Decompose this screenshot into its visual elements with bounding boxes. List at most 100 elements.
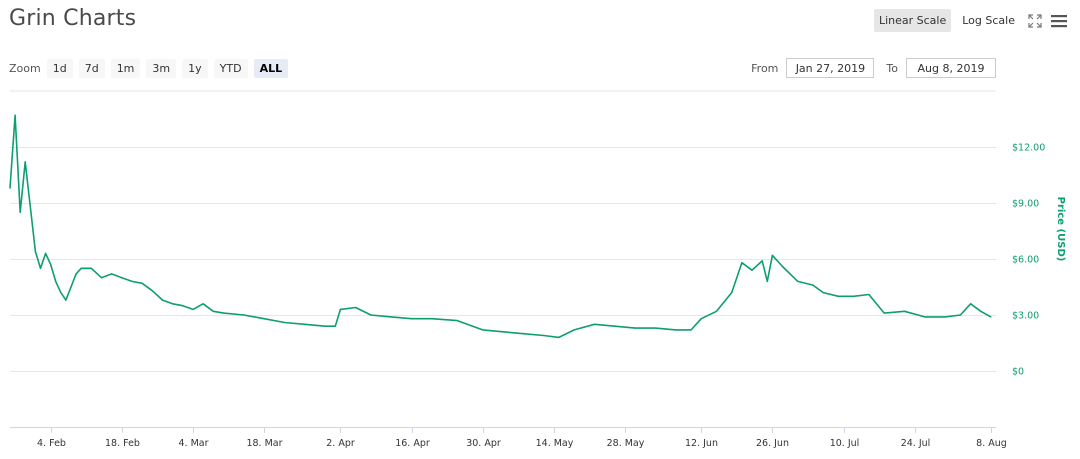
price-point <box>50 264 52 266</box>
price-point <box>24 161 26 163</box>
series-layer <box>9 114 992 339</box>
x-tick-label: 28. May <box>607 438 645 449</box>
price-point <box>45 252 47 254</box>
price-point <box>14 114 16 116</box>
x-tick-label: 12. Jun <box>685 438 718 449</box>
price-point <box>111 273 113 275</box>
price-point <box>172 303 174 305</box>
price-point <box>75 273 77 275</box>
x-tick-label: 10. Jul <box>830 438 860 449</box>
price-point <box>60 292 62 294</box>
y-tick-label: $0 <box>1012 367 1024 378</box>
x-tick-label: 24. Jul <box>901 438 931 449</box>
price-point <box>121 277 123 279</box>
price-point <box>151 290 153 292</box>
x-tick-label: 26. Jun <box>756 438 789 449</box>
price-point <box>34 250 37 253</box>
x-tick-label: 18. Feb <box>105 438 140 449</box>
x-tick-label: 4. Mar <box>178 438 208 449</box>
price-point <box>903 310 906 312</box>
price-point <box>202 303 204 305</box>
zoom-1y-button[interactable]: 1y <box>182 59 208 78</box>
price-point <box>980 310 982 312</box>
price-point <box>573 329 575 331</box>
price-point <box>822 292 824 294</box>
date-range-selector: From To <box>751 58 996 78</box>
price-point <box>771 254 774 256</box>
price-point <box>766 280 768 282</box>
zoom-all-button[interactable]: ALL <box>253 59 289 78</box>
chart-title: Grin Charts <box>9 6 137 31</box>
price-point <box>675 329 677 331</box>
price-point <box>390 316 392 318</box>
price-series-line <box>9 114 992 339</box>
price-point <box>482 329 484 331</box>
price-point <box>812 284 814 286</box>
price-point <box>182 305 184 307</box>
price-point <box>731 292 733 294</box>
linear-scale-button[interactable]: Linear Scale <box>873 9 952 32</box>
from-label: From <box>751 61 779 75</box>
price-point <box>19 211 21 213</box>
price-point <box>797 280 799 282</box>
zoom-1m-button[interactable]: 1m <box>110 59 141 78</box>
price-point <box>761 260 763 262</box>
price-point <box>959 314 962 316</box>
price-point <box>700 318 702 320</box>
price-point <box>39 267 42 269</box>
y-axis-label: Price (USD) <box>1055 197 1066 262</box>
menu-icon[interactable] <box>1050 12 1068 30</box>
price-point <box>502 331 504 333</box>
y-tick-label: $3.00 <box>1012 311 1039 322</box>
price-point <box>9 187 11 189</box>
zoom-1d-button[interactable]: 1d <box>46 59 73 78</box>
price-point <box>243 314 245 316</box>
price-point <box>324 325 326 327</box>
price-point <box>456 320 458 322</box>
zoom-toolbar: Zoom 1d 7d 1m 3m 1y YTD ALL <box>9 59 294 78</box>
y-axis: $0 $3.00 $6.00 $9.00 $12.00 <box>1012 143 1045 378</box>
price-point <box>634 327 636 329</box>
price-point <box>410 318 413 320</box>
price-point <box>944 316 946 318</box>
zoom-label: Zoom <box>9 62 41 75</box>
price-point <box>141 282 143 284</box>
price-point <box>924 316 926 318</box>
log-scale-button[interactable]: Log Scale <box>962 14 1015 27</box>
price-point <box>222 312 225 314</box>
price-point <box>654 327 657 329</box>
y-tick-label: $9.00 <box>1012 199 1039 210</box>
zoom-ytd-button[interactable]: YTD <box>213 59 248 78</box>
price-point <box>339 308 341 310</box>
price-point <box>263 318 265 320</box>
price-point <box>614 325 616 327</box>
price-point <box>593 323 596 325</box>
price-point <box>212 310 214 312</box>
price-point <box>558 336 560 338</box>
price-point <box>751 269 753 271</box>
price-point <box>304 323 306 325</box>
price-point <box>55 280 57 282</box>
zoom-7d-button[interactable]: 7d <box>78 59 105 78</box>
to-label: To <box>886 61 898 75</box>
price-point <box>990 316 992 318</box>
price-point <box>837 295 840 297</box>
price-point <box>355 306 357 309</box>
price-point <box>80 267 82 269</box>
fullscreen-icon[interactable] <box>1026 12 1044 30</box>
from-date-input[interactable] <box>786 58 875 78</box>
price-point <box>522 333 524 335</box>
x-axis: 4. Feb 18. Feb 4. Mar 18. Mar 2. Apr 16. Apr 3… <box>10 427 1007 449</box>
price-point <box>543 334 545 337</box>
price-point <box>431 318 433 320</box>
price-point <box>370 314 372 316</box>
x-tick-label: 14. May <box>536 438 574 449</box>
x-tick-label: 30. Apr <box>466 438 501 449</box>
x-tick-label: 8. Aug <box>976 438 1007 449</box>
y-tick-label: $12.00 <box>1012 143 1045 154</box>
price-point <box>853 295 855 297</box>
to-date-input[interactable] <box>906 58 996 78</box>
zoom-3m-button[interactable]: 3m <box>146 59 177 78</box>
grid-lines <box>10 90 996 372</box>
